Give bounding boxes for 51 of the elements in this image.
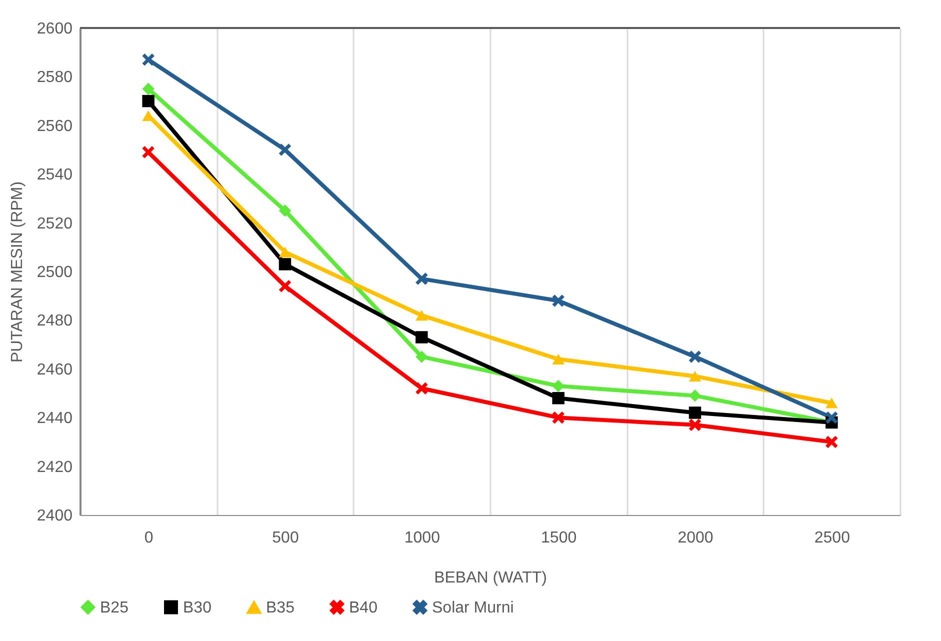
- y-tick-label: 2540: [36, 166, 73, 184]
- legend-label: B30: [183, 599, 212, 616]
- point: [688, 390, 702, 402]
- point: [826, 411, 838, 424]
- point: [552, 354, 564, 364]
- point: [142, 146, 154, 158]
- point: [416, 272, 428, 285]
- point: [278, 246, 292, 258]
- point: [552, 392, 564, 404]
- x-tick-label: 0: [144, 530, 154, 546]
- point: [142, 94, 154, 108]
- y-tick-label: 2600: [36, 20, 73, 38]
- point: [278, 144, 292, 156]
- point: [826, 398, 838, 408]
- point: [142, 82, 154, 95]
- x-tick-label: 1500: [541, 530, 577, 546]
- point: [688, 418, 702, 432]
- y-tick-label: 2580: [36, 69, 73, 86]
- y-tick-label: 2440: [36, 410, 73, 428]
- y-tick-label: 2420: [36, 458, 73, 476]
- point: [688, 350, 702, 363]
- y-tick-label: 2480: [36, 312, 73, 330]
- point: [278, 258, 292, 270]
- y-axis-title: PUTARAN MESIN (RPM): [8, 181, 26, 363]
- x-tick-label: 2500: [814, 530, 850, 546]
- y-tick-label: 2520: [36, 215, 73, 232]
- point: [552, 380, 564, 392]
- point: [688, 406, 702, 419]
- x-tick-label: 500: [272, 530, 299, 546]
- point: [552, 294, 564, 307]
- point: [826, 436, 838, 448]
- x-tick-label: 1000: [404, 530, 440, 546]
- legend-label: Solar Murni: [432, 599, 514, 616]
- point: [416, 310, 428, 321]
- point: [416, 350, 428, 363]
- point: [688, 370, 702, 382]
- point: [552, 411, 564, 424]
- x-tick-label: 2000: [678, 530, 714, 546]
- y-tick-label: 2400: [36, 508, 73, 524]
- point: [416, 382, 428, 395]
- point: [278, 280, 292, 292]
- point: [416, 331, 428, 344]
- legend-label: B40: [349, 599, 378, 616]
- point: [278, 204, 292, 217]
- y-tick-label: 2560: [36, 118, 73, 135]
- point: [142, 54, 154, 66]
- x-axis-title: BEBAN (WATT): [434, 570, 547, 586]
- y-tick-label: 2460: [36, 361, 73, 378]
- y-tick-label: 2500: [36, 264, 73, 281]
- legend-label: B35: [266, 600, 295, 617]
- legend-label: B25: [100, 599, 129, 616]
